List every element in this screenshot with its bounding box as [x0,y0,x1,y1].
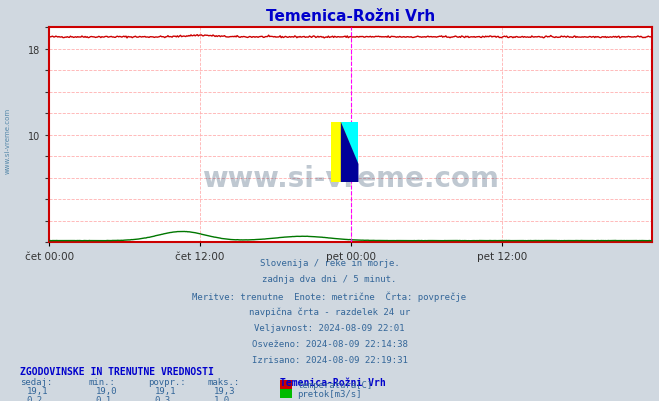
Text: www.si-vreme.com: www.si-vreme.com [5,107,11,173]
Text: Temenica-Rožni Vrh: Temenica-Rožni Vrh [280,377,386,387]
Text: 0,2: 0,2 [26,395,42,401]
Text: 19,0: 19,0 [96,386,117,395]
Text: pretok[m3/s]: pretok[m3/s] [297,389,362,398]
Text: maks.:: maks.: [208,377,240,386]
Polygon shape [341,122,358,164]
Text: zadnja dva dni / 5 minut.: zadnja dva dni / 5 minut. [262,275,397,284]
Text: Veljavnost: 2024-08-09 22:01: Veljavnost: 2024-08-09 22:01 [254,323,405,332]
Text: Izrisano: 2024-08-09 22:19:31: Izrisano: 2024-08-09 22:19:31 [252,355,407,364]
Polygon shape [341,122,358,182]
Text: www.si-vreme.com: www.si-vreme.com [202,164,500,192]
Text: 0,1: 0,1 [96,395,111,401]
Text: Meritve: trenutne  Enote: metrične  Črta: povprečje: Meritve: trenutne Enote: metrične Črta: … [192,291,467,301]
Text: navpična črta - razdelek 24 ur: navpična črta - razdelek 24 ur [249,307,410,316]
Text: Osveženo: 2024-08-09 22:14:38: Osveženo: 2024-08-09 22:14:38 [252,339,407,348]
Text: temperatura[C]: temperatura[C] [297,380,372,389]
Title: Temenica-Rožni Vrh: Temenica-Rožni Vrh [266,9,436,24]
Text: 1,0: 1,0 [214,395,230,401]
Bar [331,122,358,182]
Text: 19,1: 19,1 [155,386,177,395]
Text: 19,1: 19,1 [26,386,48,395]
Text: ZGODOVINSKE IN TRENUTNE VREDNOSTI: ZGODOVINSKE IN TRENUTNE VREDNOSTI [20,366,214,376]
Text: min.:: min.: [89,377,116,386]
Text: 19,3: 19,3 [214,386,236,395]
Text: 0,3: 0,3 [155,395,171,401]
Text: sedaj:: sedaj: [20,377,52,386]
Text: povpr.:: povpr.: [148,377,186,386]
Text: Slovenija / reke in morje.: Slovenija / reke in morje. [260,259,399,267]
